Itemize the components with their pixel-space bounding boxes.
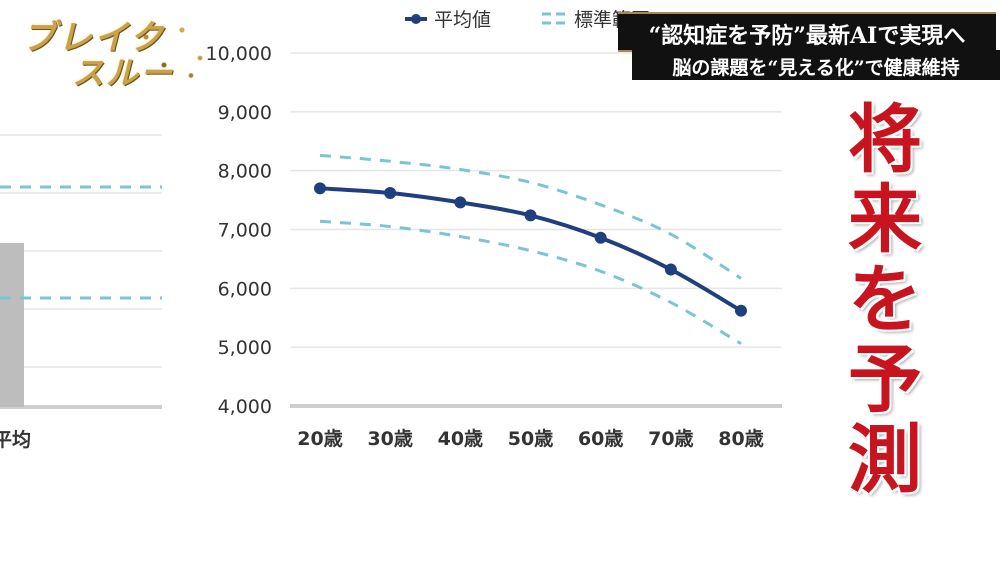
y-tick-label: 9,000 xyxy=(218,102,272,124)
headline-sub-strip: 脳の課題を“見える化”で健康維持 xyxy=(632,50,1000,80)
mean-point xyxy=(314,182,326,195)
logo-sparkle-decoration xyxy=(128,16,218,86)
x-tick-label: 30歳 xyxy=(367,428,412,450)
mean-point xyxy=(735,304,747,317)
legend-mean-label: 平均値 xyxy=(434,9,491,31)
y-tick-label: 7,000 xyxy=(218,220,272,242)
y-tick-label: 8,000 xyxy=(218,161,272,183)
headline-main-strip: “認知症を予防”最新AIで実現へ xyxy=(618,12,996,52)
y-tick-label: 4,000 xyxy=(218,396,272,418)
y-tick-label: 5,000 xyxy=(218,337,272,359)
legend-mean-swatch-dot xyxy=(411,14,421,24)
x-tick-label: 70歳 xyxy=(648,428,693,450)
left-comparison-panel: 平均 xyxy=(0,134,162,451)
headline-sub-text: 脳の課題を“見える化”で健康維持 xyxy=(672,57,960,79)
caption-char: 予 xyxy=(848,337,922,423)
x-tick-label: 40歳 xyxy=(438,428,483,450)
standard-range-upper-line xyxy=(319,153,742,280)
headline-main-text: “認知症を予防”最新AIで実現へ xyxy=(648,23,966,49)
program-logo: ブレイク スルー xyxy=(18,8,218,92)
y-axis-ticks: 4,000 5,000 6,000 7,000 8,000 9,000 10,000 xyxy=(206,43,272,418)
y-tick-label: 10,000 xyxy=(206,43,272,65)
series-layer xyxy=(314,153,747,345)
x-axis-ticks: 20歳 30歳 40歳 50歳 60歳 70歳 80歳 xyxy=(297,428,763,450)
x-tick-label: 50歳 xyxy=(508,428,553,450)
x-tick-label: 20歳 xyxy=(297,428,342,450)
mean-point xyxy=(594,231,607,244)
mean-point xyxy=(454,196,467,209)
caption-char: 将 xyxy=(848,97,922,183)
left-category-label: 平均 xyxy=(0,428,31,451)
mean-point xyxy=(384,187,397,200)
caption-char: 来 xyxy=(848,177,922,263)
mean-point xyxy=(524,209,537,222)
headline-banner: “認知症を予防”最新AIで実現へ 脳の課題を“見える化”で健康維持 xyxy=(612,0,1000,82)
logo-line-1: ブレイク xyxy=(22,18,166,58)
caption-char: を xyxy=(848,257,922,343)
logo-line-2: スルー xyxy=(72,54,175,92)
grid-lines xyxy=(290,52,782,408)
x-tick-label: 80歳 xyxy=(718,428,763,450)
mean-line xyxy=(319,186,743,313)
left-bar xyxy=(0,243,24,407)
y-tick-label: 6,000 xyxy=(218,278,272,300)
vertical-caption: 将来を予測 xyxy=(835,100,935,500)
mean-point xyxy=(664,263,677,276)
x-tick-label: 60歳 xyxy=(578,428,623,450)
caption-char: 測 xyxy=(848,417,922,503)
standard-range-lower-line xyxy=(319,219,742,345)
